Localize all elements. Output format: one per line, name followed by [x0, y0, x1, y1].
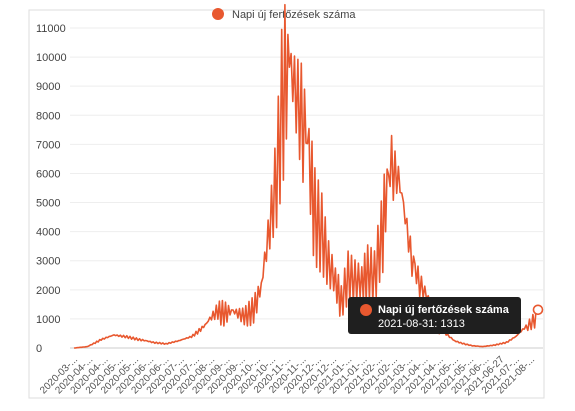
- y-tick-label: 9000: [36, 81, 60, 93]
- y-tick-label: 8000: [36, 110, 60, 122]
- tooltip-box: [348, 297, 521, 334]
- series-layer: [73, 3, 544, 349]
- legend-marker: [212, 8, 224, 20]
- y-tick-label: 4000: [36, 227, 60, 239]
- y-tick-label: 10000: [36, 52, 67, 64]
- legend[interactable]: Napi új fertőzések száma: [212, 8, 356, 21]
- y-tick-label: 3000: [36, 256, 60, 268]
- y-tick-label: 2000: [36, 285, 60, 297]
- tooltip-series-label: Napi új fertőzések száma: [378, 304, 510, 316]
- series-line: [73, 3, 539, 349]
- y-tick-label: 1000: [36, 314, 60, 326]
- y-tick-label: 0: [36, 343, 42, 355]
- y-tick-label: 5000: [36, 198, 60, 210]
- tooltip: Napi új fertőzések száma 2021-08-31: 131…: [348, 297, 521, 334]
- y-tick-label: 6000: [36, 168, 60, 180]
- legend-label: Napi új fertőzések száma: [232, 9, 356, 21]
- chart-border: [28, 9, 545, 399]
- x-axis-ticks: 2020-03-...2020-04-...2020-04-...2020-05…: [38, 354, 537, 398]
- tooltip-marker: [360, 304, 372, 316]
- y-tick-label: 11000: [36, 23, 66, 35]
- highlighted-point[interactable]: [532, 304, 544, 316]
- y-tick-label: 7000: [36, 139, 60, 151]
- tooltip-value: 2021-08-31: 1313: [378, 318, 465, 330]
- y-axis-ticks: 0 1000 2000 3000 4000 5000 6000 7000 8000 9000 100…: [36, 23, 67, 355]
